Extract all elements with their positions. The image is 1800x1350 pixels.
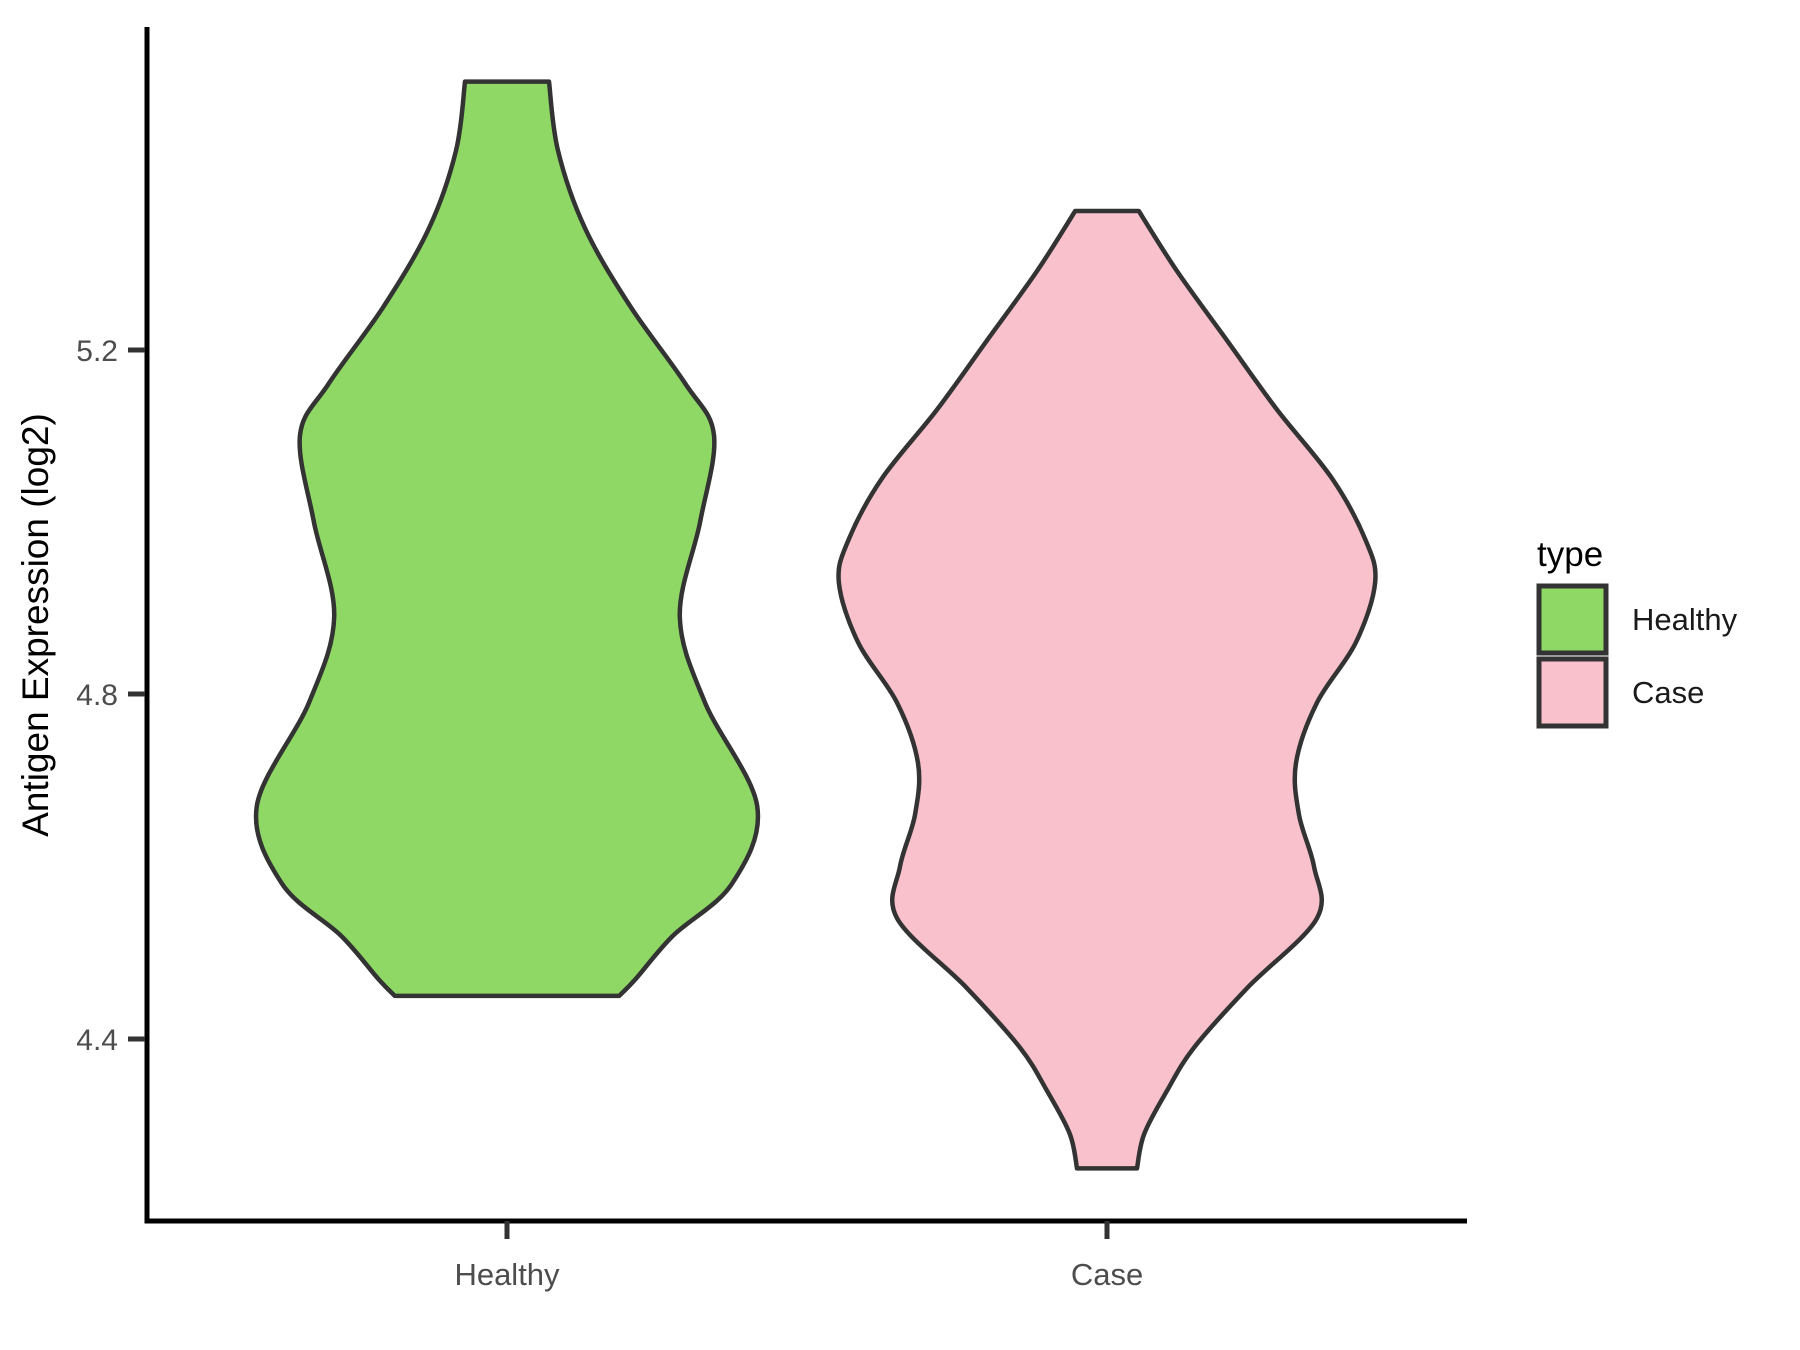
legend-swatch-case bbox=[1536, 656, 1609, 729]
violins-layer bbox=[253, 79, 1378, 1171]
legend-title: type bbox=[1537, 535, 1603, 574]
violin-case bbox=[836, 208, 1378, 1171]
legend-swatch-healthy bbox=[1536, 583, 1609, 656]
legend-label-case: Case bbox=[1632, 675, 1704, 710]
axes: 5.2 4.8 4.4 Healthy Case Antigen Express… bbox=[15, 27, 1467, 1292]
y-axis-title: Antigen Expression (log2) bbox=[15, 413, 56, 837]
violin-healthy bbox=[253, 79, 761, 999]
x-category-label-healthy: Healthy bbox=[454, 1257, 560, 1292]
y-tick-label-5-2: 5.2 bbox=[76, 335, 118, 368]
legend: type Healthy Case bbox=[1536, 535, 1738, 729]
y-tick-label-4-4: 4.4 bbox=[76, 1024, 118, 1057]
legend-label-healthy: Healthy bbox=[1632, 602, 1738, 637]
y-tick-label-4-8: 4.8 bbox=[76, 679, 118, 712]
x-category-label-case: Case bbox=[1071, 1257, 1143, 1292]
